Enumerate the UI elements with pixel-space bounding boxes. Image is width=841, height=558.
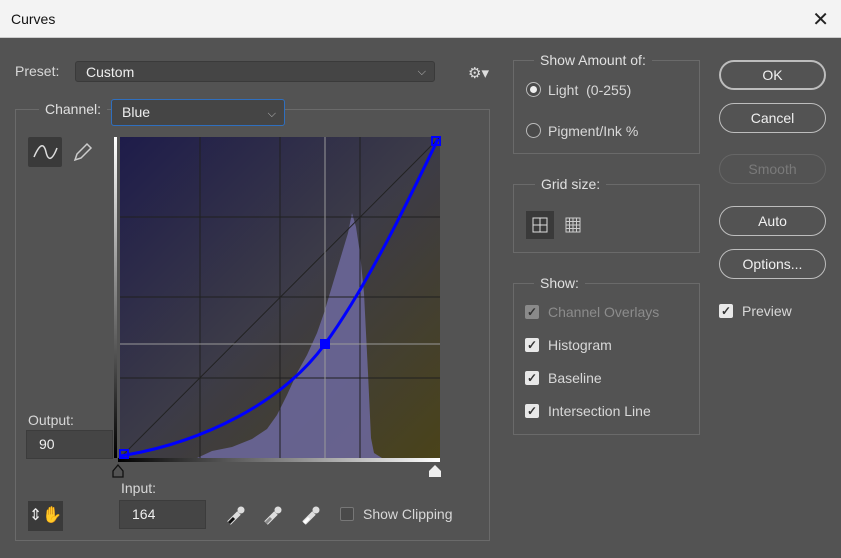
preview-label: Preview	[742, 303, 792, 319]
pigment-label: Pigment/Ink %	[548, 123, 639, 139]
gear-icon[interactable]: ⚙▾	[468, 65, 489, 82]
output-label: Output:	[28, 412, 74, 428]
grid-10x10-icon[interactable]	[559, 211, 587, 239]
show-title: Show:	[534, 275, 585, 291]
pencil-icon[interactable]	[70, 140, 94, 167]
show-amount-title: Show Amount of:	[534, 52, 652, 68]
black-point-slider[interactable]	[112, 464, 124, 478]
close-icon[interactable]: ✕	[812, 9, 829, 31]
chevron-down-icon: ⌵	[267, 108, 276, 120]
light-label: Light (0-255)	[548, 82, 632, 98]
input-field[interactable]: 164	[119, 500, 206, 529]
input-gradient-bar	[118, 458, 440, 462]
output-field[interactable]: 90	[26, 430, 113, 459]
intersection-line-label: Intersection Line	[548, 403, 651, 419]
smooth-button[interactable]: Smooth	[719, 154, 826, 184]
show-clipping-checkbox[interactable]	[340, 507, 354, 521]
ok-button[interactable]: OK	[719, 60, 826, 90]
histogram	[197, 213, 382, 458]
auto-button[interactable]: Auto	[719, 206, 826, 236]
show-group	[513, 283, 700, 435]
grid-4x4-icon[interactable]	[526, 211, 554, 239]
targeted-adjustment-icon[interactable]: ⇕✋	[28, 501, 63, 531]
show-clipping-label: Show Clipping	[363, 506, 453, 522]
intersection-line-checkbox[interactable]: ✓	[525, 404, 539, 418]
baseline-checkbox[interactable]: ✓	[525, 371, 539, 385]
white-point-slider[interactable]	[428, 464, 442, 478]
gray-eyedropper-icon[interactable]	[262, 504, 284, 526]
curve-tool-icon[interactable]	[28, 137, 62, 167]
channel-value: Blue	[122, 104, 151, 120]
cancel-button[interactable]: Cancel	[719, 103, 826, 133]
title-bar: Curves ✕	[0, 0, 841, 38]
baseline-label: Baseline	[548, 370, 602, 386]
black-eyedropper-icon[interactable]	[225, 504, 247, 526]
show-amount-group	[513, 60, 700, 154]
preview-checkbox[interactable]: ✓	[719, 304, 733, 318]
curve-point[interactable]	[431, 136, 441, 146]
curve-graph[interactable]	[112, 133, 444, 465]
window-title: Curves	[11, 11, 56, 27]
input-label: Input:	[121, 480, 157, 496]
channel-label: Channel:	[39, 101, 108, 117]
pigment-radio[interactable]	[526, 123, 541, 138]
channel-overlays-label: Channel Overlays	[548, 304, 660, 320]
curve-point[interactable]	[320, 339, 330, 349]
channel-select[interactable]: Blue ⌵	[111, 99, 285, 126]
channel-overlays-checkbox[interactable]: ✓	[525, 305, 539, 319]
output-gradient-bar	[114, 137, 117, 458]
preset-value: Custom	[86, 64, 135, 80]
grid-size-group	[513, 184, 700, 253]
baseline	[119, 136, 441, 459]
white-eyedropper-icon[interactable]	[300, 504, 322, 526]
grid-size-title: Grid size:	[535, 176, 607, 192]
curve-point[interactable]	[119, 449, 129, 459]
options-button[interactable]: Options...	[719, 249, 826, 279]
histogram-label: Histogram	[548, 337, 612, 353]
light-radio[interactable]	[526, 82, 541, 97]
preset-label: Preset:	[15, 63, 60, 79]
histogram-checkbox[interactable]: ✓	[525, 338, 539, 352]
chevron-down-icon: ⌵	[417, 66, 426, 78]
preset-select[interactable]: Custom ⌵	[75, 61, 435, 82]
